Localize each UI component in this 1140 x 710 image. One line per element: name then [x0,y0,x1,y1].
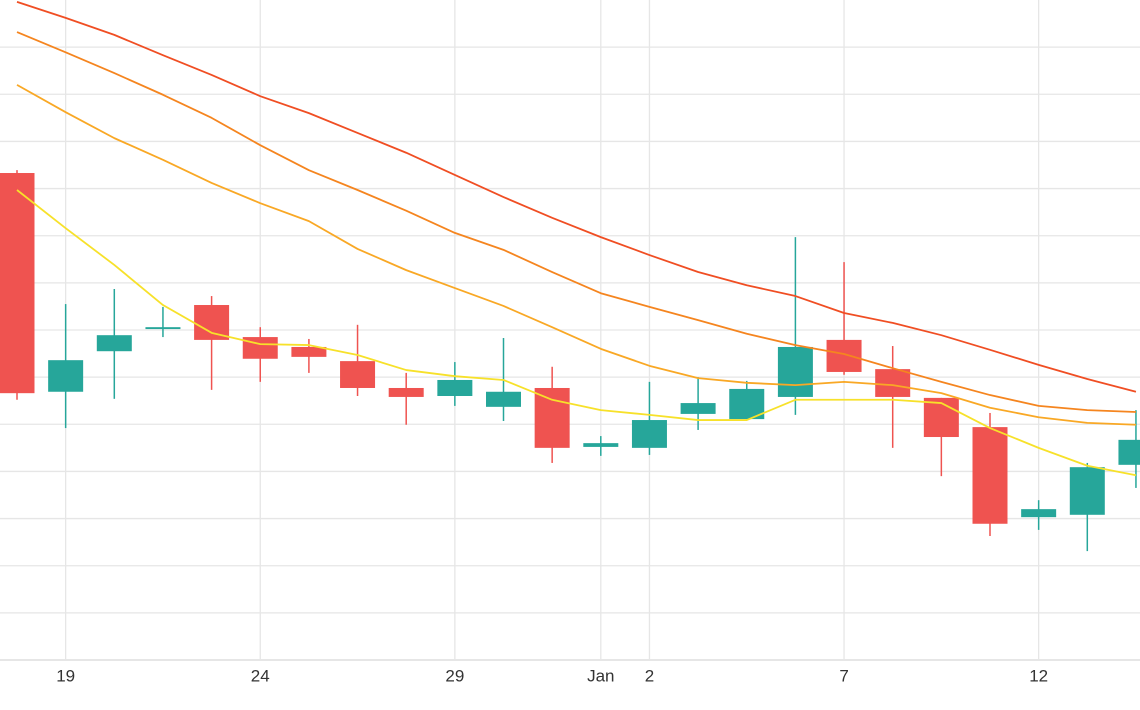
x-tick-label: 19 [56,666,75,685]
candle-body [291,346,327,357]
candle-body [1021,509,1057,518]
candle-body [777,346,813,397]
x-tick-label: Jan [587,666,614,685]
candle-body [340,361,376,388]
candle-body [972,427,1008,524]
candle-body [875,369,911,397]
candle-body [96,335,132,352]
candle-body [1069,467,1105,515]
candle-body [145,327,181,330]
candle-body [923,397,959,438]
candle-body [0,173,35,394]
candle-body [680,403,716,414]
candle-body [826,339,862,372]
moving-average-line [16,189,1137,477]
candle-body [729,388,765,420]
moving-average-line [16,84,1136,426]
candle-body [583,443,619,447]
candle-body [194,305,230,340]
candle-body [631,420,667,448]
x-tick-label: 2 [645,666,654,685]
candle-body [486,391,521,407]
x-tick-label: 29 [445,666,464,685]
x-tick-label: 7 [839,666,848,685]
candle-body [388,387,424,397]
moving-average-line [16,1,1137,393]
moving-average-line [16,31,1136,413]
candle-body [437,379,473,396]
candle-body [534,387,570,448]
candle-body [1118,439,1140,465]
candle-body [48,360,84,392]
x-tick-label: 12 [1029,666,1048,685]
candle-body [242,337,278,359]
x-tick-label: 24 [251,666,270,685]
